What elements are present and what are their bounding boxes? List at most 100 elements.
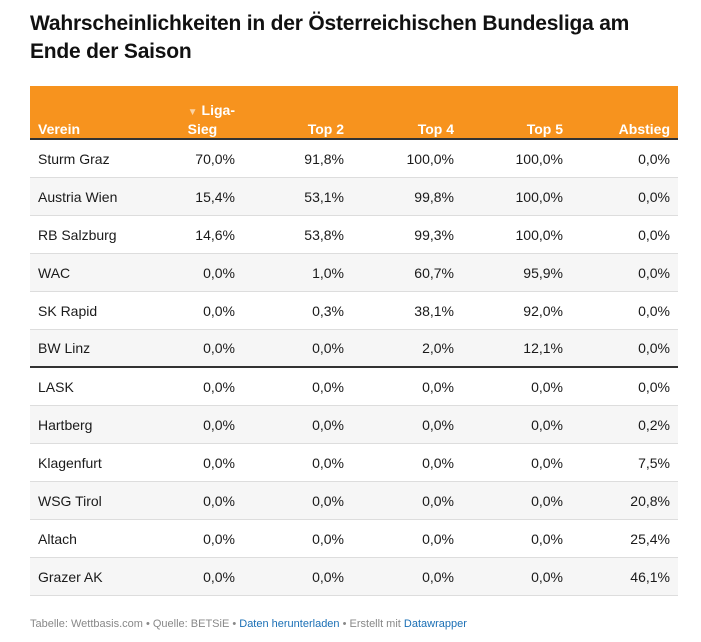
value-cell-top5: 0,0% (531, 492, 563, 509)
table-row: Hartberg 0,0% 0,0% 0,0% 0,0% 0,2% (30, 406, 678, 444)
column-header-verein[interactable]: Verein (38, 121, 81, 137)
value-cell-top4: 99,8% (414, 188, 454, 205)
club-name-cell: Grazer AK (38, 568, 103, 585)
value-cell-top5: 0,0% (531, 530, 563, 547)
table-header: Verein ▼ Liga- Sieg Top 2 Top 4 Top 5 Abs… (30, 86, 678, 140)
table-row: LASK 0,0% 0,0% 0,0% 0,0% 0,0% (30, 368, 678, 406)
club-name-cell: Hartberg (38, 416, 93, 433)
table-row: Grazer AK 0,0% 0,0% 0,0% 0,0% 46,1% (30, 558, 678, 596)
value-cell-liga: 0,0% (203, 530, 235, 547)
value-cell-top2: 53,1% (304, 188, 344, 205)
value-cell-top5: 0,0% (531, 416, 563, 433)
club-name-cell: SK Rapid (38, 302, 98, 319)
value-cell-top4: 0,0% (422, 378, 454, 395)
table-row: SK Rapid 0,0% 0,3% 38,1% 92,0% 0,0% (30, 292, 678, 330)
value-cell-liga: 70,0% (195, 150, 235, 167)
value-cell-top5: 0,0% (531, 568, 563, 585)
value-cell-abstieg: 0,0% (638, 378, 670, 395)
value-cell-abstieg: 20,8% (630, 492, 670, 509)
value-cell-top5: 100,0% (515, 226, 563, 243)
value-cell-top2: 0,0% (312, 454, 344, 471)
club-name-cell: Austria Wien (38, 188, 118, 205)
value-cell-abstieg: 0,0% (638, 302, 670, 319)
value-cell-top4: 0,0% (422, 454, 454, 471)
value-cell-top2: 0,0% (312, 568, 344, 585)
club-name-cell: WSG Tirol (38, 492, 102, 509)
column-header-liga-sieg[interactable]: ▼ Liga- Sieg (158, 102, 243, 138)
table-row: Altach 0,0% 0,0% 0,0% 0,0% 25,4% (30, 520, 678, 558)
value-cell-liga: 0,0% (203, 568, 235, 585)
table-row: BW Linz 0,0% 0,0% 2,0% 12,1% 0,0% (30, 330, 678, 368)
club-name-cell: Sturm Graz (38, 150, 110, 167)
value-cell-top2: 0,0% (312, 416, 344, 433)
value-cell-abstieg: 7,5% (638, 454, 670, 471)
value-cell-liga: 15,4% (195, 188, 235, 205)
liga-sieg-line1: Liga- (201, 102, 235, 118)
value-cell-top2: 91,8% (304, 150, 344, 167)
value-cell-top2: 0,0% (312, 378, 344, 395)
value-cell-top4: 0,0% (422, 416, 454, 433)
club-name-cell: Altach (38, 530, 77, 547)
value-cell-top5: 0,0% (531, 454, 563, 471)
value-cell-liga: 0,0% (203, 340, 235, 356)
value-cell-top4: 2,0% (422, 340, 454, 356)
column-header-top2[interactable]: Top 2 (307, 121, 344, 137)
liga-sieg-line2: Sieg (187, 121, 218, 137)
value-cell-top4: 60,7% (414, 264, 454, 281)
value-cell-abstieg: 0,0% (638, 226, 670, 243)
value-cell-liga: 0,0% (203, 416, 235, 433)
chart-title: Wahrscheinlichkeiten in der Österreichis… (30, 12, 630, 63)
download-data-link[interactable]: Daten herunterladen (239, 618, 340, 630)
value-cell-top5: 12,1% (523, 340, 563, 356)
value-cell-top5: 92,0% (523, 302, 563, 319)
value-cell-liga: 0,0% (203, 454, 235, 471)
footer-middle: • Erstellt mit (339, 618, 404, 630)
sort-descending-icon: ▼ (187, 107, 198, 118)
club-name-cell: BW Linz (38, 340, 91, 356)
value-cell-top2: 0,3% (312, 302, 344, 319)
value-cell-top5: 100,0% (515, 150, 563, 167)
table-row: WAC 0,0% 1,0% 60,7% 95,9% 0,0% (30, 254, 678, 292)
column-header-top4[interactable]: Top 4 (417, 121, 454, 137)
value-cell-top4: 0,0% (422, 492, 454, 509)
value-cell-liga: 0,0% (203, 302, 235, 319)
value-cell-top4: 0,0% (422, 530, 454, 547)
value-cell-top5: 0,0% (531, 378, 563, 395)
value-cell-top2: 0,0% (312, 530, 344, 547)
value-cell-top2: 0,0% (312, 492, 344, 509)
value-cell-top5: 100,0% (515, 188, 563, 205)
column-header-abstieg[interactable]: Abstieg (618, 121, 670, 137)
table-row: Sturm Graz 70,0% 91,8% 100,0% 100,0% 0,0% (30, 140, 678, 178)
value-cell-abstieg: 0,0% (638, 188, 670, 205)
table-row: Austria Wien 15,4% 53,1% 99,8% 100,0% 0,0% (30, 178, 678, 216)
datawrapper-link[interactable]: Datawrapper (403, 618, 467, 630)
table-row: RB Salzburg 14,6% 53,8% 99,3% 100,0% 0,0% (30, 216, 678, 254)
value-cell-top2: 0,0% (312, 340, 344, 356)
footer-source: Tabelle: Wettbasis.com • Quelle: BETSiE … (30, 618, 240, 630)
value-cell-top2: 53,8% (304, 226, 344, 243)
value-cell-liga: 14,6% (195, 226, 235, 243)
value-cell-abstieg: 46,1% (630, 568, 670, 585)
footer: Tabelle: Wettbasis.com • Quelle: BETSiE … (30, 618, 467, 630)
value-cell-abstieg: 0,2% (638, 416, 670, 433)
value-cell-top2: 1,0% (312, 264, 344, 281)
value-cell-top4: 38,1% (414, 302, 454, 319)
column-header-top5[interactable]: Top 5 (526, 121, 563, 137)
table-row: WSG Tirol 0,0% 0,0% 0,0% 0,0% 20,8% (30, 482, 678, 520)
value-cell-abstieg: 0,0% (638, 150, 670, 167)
value-cell-top5: 95,9% (523, 264, 563, 281)
club-name-cell: Klagenfurt (38, 454, 102, 471)
value-cell-liga: 0,0% (203, 378, 235, 395)
value-cell-abstieg: 0,0% (638, 340, 670, 356)
club-name-cell: WAC (38, 264, 71, 281)
value-cell-liga: 0,0% (203, 264, 235, 281)
value-cell-top4: 100,0% (406, 150, 454, 167)
table-row: Klagenfurt 0,0% 0,0% 0,0% 0,0% 7,5% (30, 444, 678, 482)
value-cell-abstieg: 25,4% (630, 530, 670, 547)
value-cell-liga: 0,0% (203, 492, 235, 509)
table-body: Sturm Graz 70,0% 91,8% 100,0% 100,0% 0,0% Aust… (30, 140, 678, 596)
value-cell-top4: 99,3% (414, 226, 454, 243)
probability-table: Verein ▼ Liga- Sieg Top 2 Top 4 Top 5 Abs… (30, 86, 678, 596)
club-name-cell: RB Salzburg (38, 226, 117, 243)
value-cell-top4: 0,0% (422, 568, 454, 585)
